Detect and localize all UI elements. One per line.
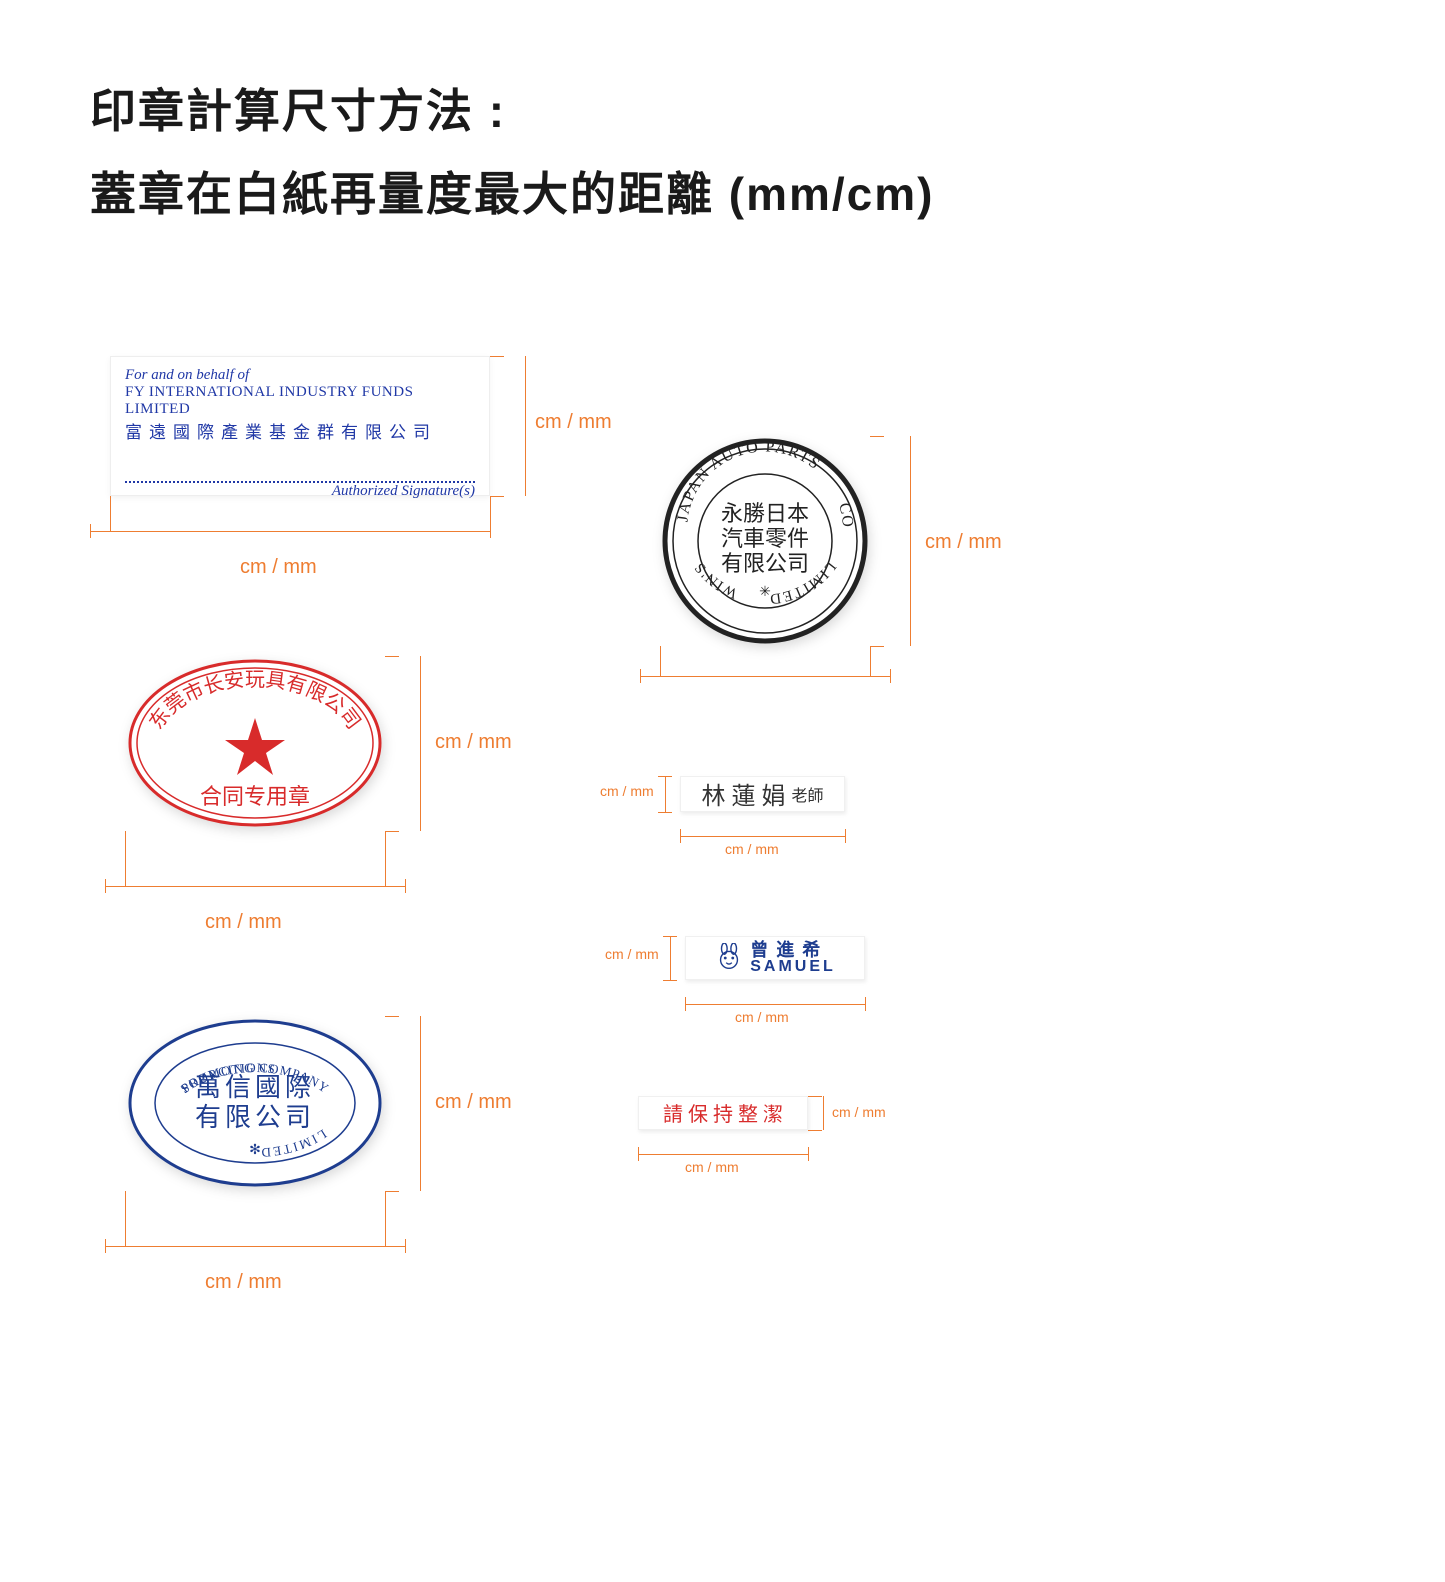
dim-guide bbox=[110, 496, 111, 531]
dim-guide bbox=[910, 436, 911, 646]
dim-guide bbox=[660, 646, 661, 676]
stamp-text-teacher: 林蓮娟 老師 bbox=[680, 776, 845, 812]
dim-tick bbox=[638, 1147, 639, 1161]
dim-tick bbox=[658, 812, 672, 813]
dim-guide bbox=[670, 936, 671, 980]
dim-tick bbox=[658, 776, 672, 777]
dim-guide bbox=[125, 1191, 126, 1246]
dim-guide bbox=[638, 1154, 808, 1155]
dim-label: cm / mm bbox=[205, 911, 282, 934]
dim-guide bbox=[105, 1246, 405, 1247]
dim-tick bbox=[680, 829, 681, 843]
dim-tick bbox=[405, 1239, 406, 1253]
stamp1-line4: Authorized Signature(s) bbox=[125, 483, 475, 500]
dim-tick bbox=[808, 1096, 822, 1097]
dim-label: cm / mm bbox=[205, 1271, 282, 1294]
dim-tick bbox=[890, 669, 891, 683]
dim-tick bbox=[405, 879, 406, 893]
stamp6-line1: 曾進希 bbox=[750, 941, 836, 959]
dim-tick bbox=[640, 669, 641, 683]
dim-tick bbox=[105, 879, 106, 893]
dim-guide bbox=[385, 831, 386, 886]
dim-tick bbox=[870, 436, 884, 437]
dim-tick bbox=[90, 524, 91, 538]
dim-guide bbox=[490, 496, 491, 531]
dim-label: cm / mm bbox=[535, 411, 612, 434]
stamp-ellipse-blue: PROMOTIONS SOURCING COMPANY LIMITED 萬信國際… bbox=[125, 1016, 385, 1191]
dim-tick bbox=[490, 496, 504, 497]
dim-tick bbox=[490, 356, 504, 357]
dim-tick bbox=[385, 831, 399, 832]
stamp-ellipse-red: 东莞市长安玩具有限公司 合同专用章 bbox=[125, 656, 385, 831]
dim-tick bbox=[865, 997, 866, 1011]
dim-guide bbox=[105, 886, 405, 887]
dim-label: cm / mm bbox=[435, 731, 512, 754]
stamp1-line2: FY INTERNATIONAL INDUSTRY FUNDS LIMITED bbox=[125, 384, 475, 418]
dim-guide bbox=[870, 646, 871, 676]
dim-tick bbox=[685, 997, 686, 1011]
stamp5-main: 林蓮娟 bbox=[701, 776, 791, 811]
dim-label: cm / mm bbox=[735, 1009, 789, 1025]
dim-tick bbox=[385, 656, 399, 657]
stamp1-line3: 富遠國際產業基金群有限公司 bbox=[125, 418, 475, 443]
dim-tick bbox=[663, 936, 677, 937]
dim-tick bbox=[105, 1239, 106, 1253]
stamp-circle-black: JAPAN AUTO PARTS CO LIMITED WIN'S 永勝日本 汽… bbox=[660, 436, 870, 646]
dim-tick bbox=[845, 829, 846, 843]
dim-label: cm / mm bbox=[832, 1104, 886, 1120]
stamp5-suffix: 老師 bbox=[791, 782, 823, 806]
dim-label: cm / mm bbox=[725, 841, 779, 857]
stamp3-center2: 有限公司 bbox=[195, 1103, 315, 1132]
dim-label: cm / mm bbox=[685, 1159, 739, 1175]
dim-guide bbox=[420, 656, 421, 831]
stamp6-line2: SAMUEL bbox=[750, 959, 836, 975]
diagram-area: For and on behalf of FY INTERNATIONAL IN… bbox=[90, 356, 1445, 1416]
heading-line2: 蓋章在白紙再量度最大的距離 (mm/cm) bbox=[90, 153, 1445, 236]
dim-guide bbox=[823, 1096, 824, 1130]
stamp4-c1: 永勝日本 bbox=[721, 501, 809, 526]
dim-label: cm / mm bbox=[605, 946, 659, 962]
dim-guide bbox=[420, 1016, 421, 1191]
dim-label: cm / mm bbox=[240, 556, 317, 579]
dim-guide bbox=[665, 776, 666, 812]
dim-label: cm / mm bbox=[435, 1091, 512, 1114]
heading-line1: 印章計算尺寸方法 : bbox=[90, 70, 1445, 153]
stamp4-c3: 有限公司 bbox=[721, 551, 809, 576]
stamp3-center1: 萬信國際 bbox=[195, 1073, 315, 1102]
stamp2-bottom: 合同专用章 bbox=[200, 784, 310, 809]
dim-tick bbox=[663, 980, 677, 981]
stamp-text-clean: 請 保 持 整 潔 bbox=[638, 1096, 808, 1130]
dim-tick bbox=[385, 1016, 399, 1017]
dim-tick bbox=[808, 1130, 822, 1131]
stamp4-c2: 汽車零件 bbox=[721, 526, 809, 551]
dim-guide bbox=[685, 1004, 865, 1005]
rabbit-icon bbox=[714, 943, 744, 973]
dim-guide bbox=[90, 531, 490, 532]
stamp3-mark: ✻ bbox=[249, 1141, 261, 1157]
dim-guide bbox=[125, 831, 126, 886]
dim-label: cm / mm bbox=[925, 531, 1002, 554]
dim-guide bbox=[385, 1191, 386, 1246]
dim-guide bbox=[525, 356, 526, 496]
dim-guide bbox=[640, 676, 890, 677]
stamp-text-samuel: 曾進希 SAMUEL bbox=[685, 936, 865, 980]
stamp7-text: 請 保 持 整 潔 bbox=[663, 1098, 783, 1127]
stamp-rect-company: For and on behalf of FY INTERNATIONAL IN… bbox=[110, 356, 490, 496]
dim-tick bbox=[385, 1191, 399, 1192]
dim-tick bbox=[870, 646, 884, 647]
dim-label: cm / mm bbox=[600, 783, 654, 799]
stamp4-mark: ✳ bbox=[759, 583, 771, 599]
stamp1-line1: For and on behalf of bbox=[125, 367, 475, 384]
dim-guide bbox=[680, 836, 845, 837]
dim-tick bbox=[808, 1147, 809, 1161]
